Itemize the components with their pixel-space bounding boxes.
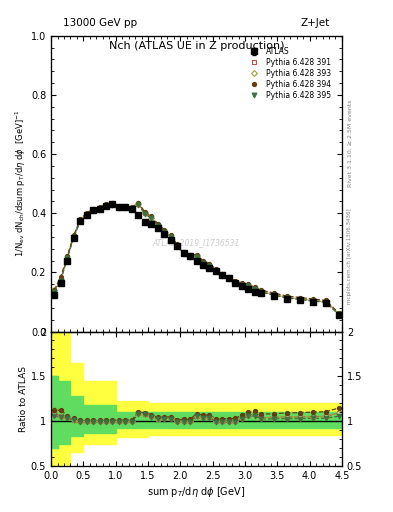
Text: 13000 GeV pp: 13000 GeV pp [63,18,137,28]
X-axis label: sum p$_{T}$/d$\eta$ d$\phi$ [GeV]: sum p$_{T}$/d$\eta$ d$\phi$ [GeV] [147,485,246,499]
Text: ATLAS_2019_I1736531: ATLAS_2019_I1736531 [153,238,240,247]
Legend: ATLAS, Pythia 6.428 391, Pythia 6.428 393, Pythia 6.428 394, Pythia 6.428 395: ATLAS, Pythia 6.428 391, Pythia 6.428 39… [244,46,332,101]
Y-axis label: 1/N$_\mathregular{ev}$ dN$_\mathregular{ch}$/dsum p$_\mathregular{T}$/d$\eta$ d$: 1/N$_\mathregular{ev}$ dN$_\mathregular{… [14,110,28,258]
Text: Rivet 3.1.10, ≥ 2.5M events: Rivet 3.1.10, ≥ 2.5M events [347,100,352,187]
Y-axis label: Ratio to ATLAS: Ratio to ATLAS [19,366,28,432]
Text: mcplots.cern.ch [arXiv:1306.3436]: mcplots.cern.ch [arXiv:1306.3436] [347,208,352,304]
Title: Nch (ATLAS UE in Z production): Nch (ATLAS UE in Z production) [109,40,284,51]
Text: Z+Jet: Z+Jet [301,18,330,28]
